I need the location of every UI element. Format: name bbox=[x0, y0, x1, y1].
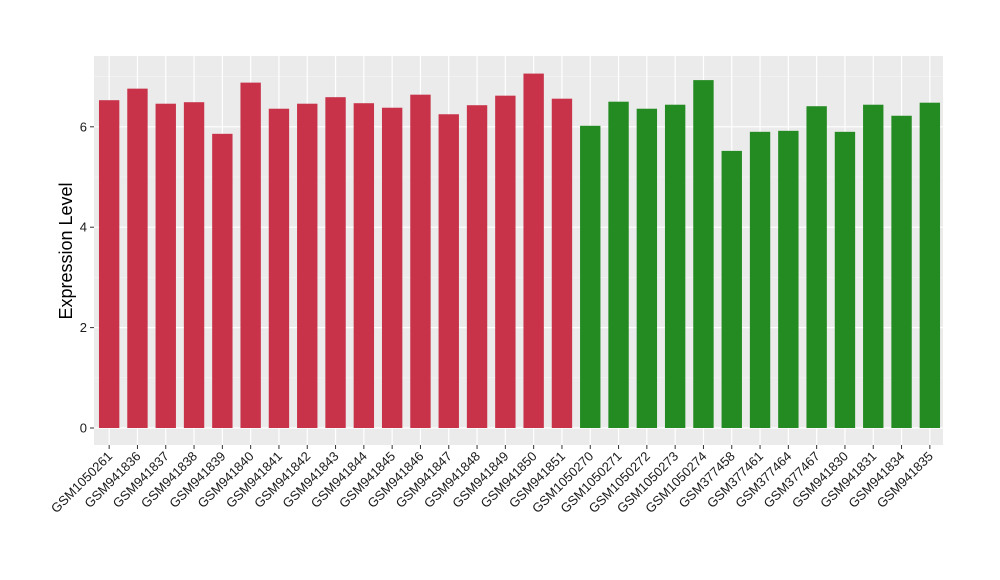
bar bbox=[834, 131, 856, 428]
bar bbox=[325, 97, 346, 428]
bar bbox=[212, 133, 233, 428]
y-tick-label: 6 bbox=[80, 119, 87, 134]
bar bbox=[98, 100, 120, 428]
bar bbox=[693, 80, 714, 428]
bar bbox=[721, 150, 742, 428]
bar bbox=[183, 102, 205, 429]
bar bbox=[891, 115, 912, 429]
bar bbox=[778, 130, 799, 429]
bar bbox=[155, 103, 176, 428]
bars bbox=[98, 73, 941, 429]
bar bbox=[438, 114, 459, 428]
y-axis: 0 2 4 6 bbox=[80, 119, 94, 436]
bar bbox=[240, 82, 261, 429]
bar bbox=[523, 73, 544, 428]
plot-panel bbox=[94, 56, 943, 445]
bar bbox=[863, 104, 884, 428]
y-tick-label: 4 bbox=[80, 220, 87, 235]
bar bbox=[664, 104, 686, 428]
bar bbox=[495, 95, 516, 429]
bar bbox=[466, 105, 488, 429]
bar bbox=[749, 131, 771, 428]
x-axis: GSM1050261GSM941836GSM941837GSM941838GSM… bbox=[48, 445, 936, 516]
bar bbox=[353, 103, 375, 429]
bar bbox=[636, 108, 658, 428]
bar bbox=[127, 88, 148, 428]
bar bbox=[410, 94, 431, 428]
y-tick-label: 2 bbox=[80, 320, 87, 335]
bar bbox=[608, 101, 629, 428]
bar bbox=[580, 125, 601, 429]
bar bbox=[268, 108, 290, 428]
y-axis-title: Expression Level bbox=[56, 182, 76, 319]
y-tick-label: 0 bbox=[80, 421, 87, 436]
bar bbox=[551, 98, 573, 429]
bar bbox=[381, 107, 403, 428]
bar bbox=[297, 103, 318, 428]
bar bbox=[806, 106, 827, 428]
bar bbox=[919, 102, 941, 428]
